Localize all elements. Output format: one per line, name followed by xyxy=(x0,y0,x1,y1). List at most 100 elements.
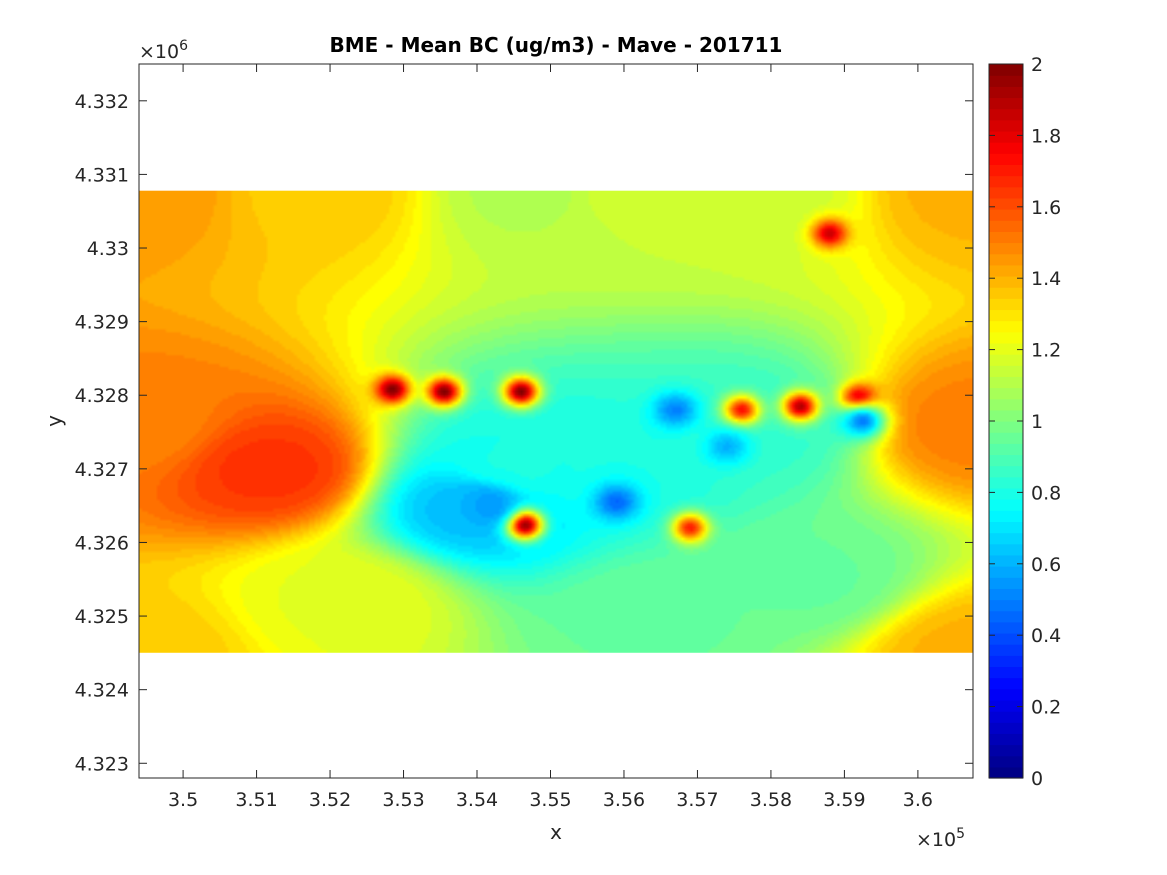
colorbar-band xyxy=(989,197,1023,210)
colorbar-band xyxy=(989,409,1023,422)
colorbar: 0 0.2 0.4 0.6 0.8 1 1.2 1.4 1.6 1.8 2 xyxy=(988,54,1061,790)
colorbar-band xyxy=(989,644,1023,656)
x-tick-label: 3.52 xyxy=(309,789,351,811)
x-tick-label: 3.51 xyxy=(235,789,277,811)
colorbar-band xyxy=(989,342,1023,355)
x-tick-label: 3.55 xyxy=(529,789,571,811)
colorbar-band xyxy=(989,766,1023,779)
colorbar-tick-label: 1.4 xyxy=(1031,268,1061,290)
colorbar-band xyxy=(989,711,1023,723)
colorbar-tick-label: 0.6 xyxy=(1031,554,1061,576)
colorbar-band xyxy=(989,577,1023,589)
y-exponent-label: ×106 xyxy=(139,38,188,63)
colorbar-band xyxy=(989,142,1023,154)
colorbar-band xyxy=(989,632,1023,645)
colorbar-band xyxy=(989,755,1023,768)
colorbar-band xyxy=(989,275,1023,288)
colorbar-band xyxy=(989,398,1023,411)
x-tick-label: 3.56 xyxy=(603,789,645,811)
heatmap-image xyxy=(139,190,973,653)
colorbar-band xyxy=(989,566,1023,578)
y-exponent-base: ×10 xyxy=(139,41,179,63)
y-tick-label: 4.326 xyxy=(75,532,129,554)
x-tick-label: 3.5 xyxy=(168,789,198,811)
colorbar-band xyxy=(989,64,1023,76)
colorbar-band xyxy=(989,153,1023,166)
x-tick-label: 3.54 xyxy=(456,789,498,811)
colorbar-band xyxy=(989,331,1023,344)
y-exponent-power: 6 xyxy=(179,38,188,54)
colorbar-tick-label: 1.2 xyxy=(1031,340,1061,362)
colorbar-band xyxy=(989,186,1023,199)
colorbar-band xyxy=(989,465,1023,478)
colorbar-band xyxy=(989,287,1023,299)
colorbar-band xyxy=(989,733,1023,746)
colorbar-band xyxy=(989,532,1023,545)
chart-title: BME - Mean BC (ug/m3) - Mave - 201711 xyxy=(330,33,783,57)
colorbar-band xyxy=(989,454,1023,467)
colorbar-ticks: 0 0.2 0.4 0.6 0.8 1 1.2 1.4 1.6 1.8 2 xyxy=(989,54,1061,790)
y-tick-label: 4.324 xyxy=(75,680,129,702)
colorbar-band xyxy=(989,621,1023,634)
colorbar-band xyxy=(989,421,1023,433)
colorbar-band xyxy=(989,599,1023,612)
y-tick-label: 4.327 xyxy=(75,459,129,481)
colorbar-band xyxy=(989,365,1023,377)
colorbar-band xyxy=(989,108,1023,121)
colorbar-band xyxy=(989,86,1023,99)
colorbar-band xyxy=(989,487,1023,500)
colorbar-band xyxy=(989,130,1023,143)
x-tick-label: 3.58 xyxy=(750,789,792,811)
colorbar-tick-label: 2 xyxy=(1031,54,1043,76)
colorbar-band xyxy=(989,387,1023,400)
colorbar-band xyxy=(989,677,1023,690)
y-axis: 4.323 4.324 4.325 4.326 4.327 4.328 4.329 4.33 4… xyxy=(75,91,973,775)
x-axis-label: x xyxy=(550,820,562,844)
colorbar-band xyxy=(989,443,1023,456)
colorbar-band xyxy=(989,119,1023,132)
colorbar-band xyxy=(989,543,1023,556)
colorbar-band xyxy=(989,722,1023,734)
x-axis: 3.5 3.51 3.52 3.53 3.54 3.55 3.56 3.57 3.58 3.59 3… xyxy=(168,64,933,811)
colorbar-tick-label: 1.6 xyxy=(1031,197,1061,219)
y-tick-label: 4.329 xyxy=(75,312,129,334)
colorbar-band xyxy=(989,588,1023,601)
colorbar-band xyxy=(989,175,1023,188)
colorbar-band xyxy=(989,298,1023,311)
colorbar-band xyxy=(989,554,1023,567)
colorbar-band xyxy=(989,220,1023,232)
x-exponent-label: ×105 xyxy=(916,826,965,851)
x-tick-label: 3.6 xyxy=(903,789,933,811)
colorbar-band xyxy=(989,510,1023,523)
colorbar-band xyxy=(989,253,1023,266)
y-tick-label: 4.325 xyxy=(75,606,129,628)
colorbar-band xyxy=(989,242,1023,255)
axes-box xyxy=(138,63,974,779)
colorbar-band xyxy=(989,610,1023,623)
y-tick-label: 4.323 xyxy=(75,753,129,775)
colorbar-band xyxy=(989,231,1023,244)
colorbar-band xyxy=(989,476,1023,489)
colorbar-tick-label: 0 xyxy=(1031,768,1043,790)
colorbar-band xyxy=(989,376,1023,389)
colorbar-tick-label: 1.8 xyxy=(1031,125,1061,147)
colorbar-band xyxy=(989,97,1023,110)
heatmap-field xyxy=(139,190,973,653)
colorbar-band xyxy=(989,666,1023,679)
colorbar-band xyxy=(989,264,1023,277)
colorbar-band xyxy=(989,432,1023,444)
colorbar-tick-label: 0.8 xyxy=(1031,482,1061,504)
colorbar-band xyxy=(989,164,1023,177)
y-tick-label: 4.328 xyxy=(75,385,129,407)
x-exponent-base: ×10 xyxy=(916,829,956,851)
colorbar-band xyxy=(989,75,1023,87)
colorbar-band xyxy=(989,354,1023,366)
x-tick-label: 3.57 xyxy=(676,789,718,811)
colorbar-band xyxy=(989,499,1023,511)
colorbar-tick-label: 0.2 xyxy=(1031,697,1061,719)
colorbar-band xyxy=(989,699,1023,712)
colorbar-band xyxy=(989,309,1023,322)
x-tick-label: 3.59 xyxy=(823,789,865,811)
colorbar-band xyxy=(989,320,1023,333)
